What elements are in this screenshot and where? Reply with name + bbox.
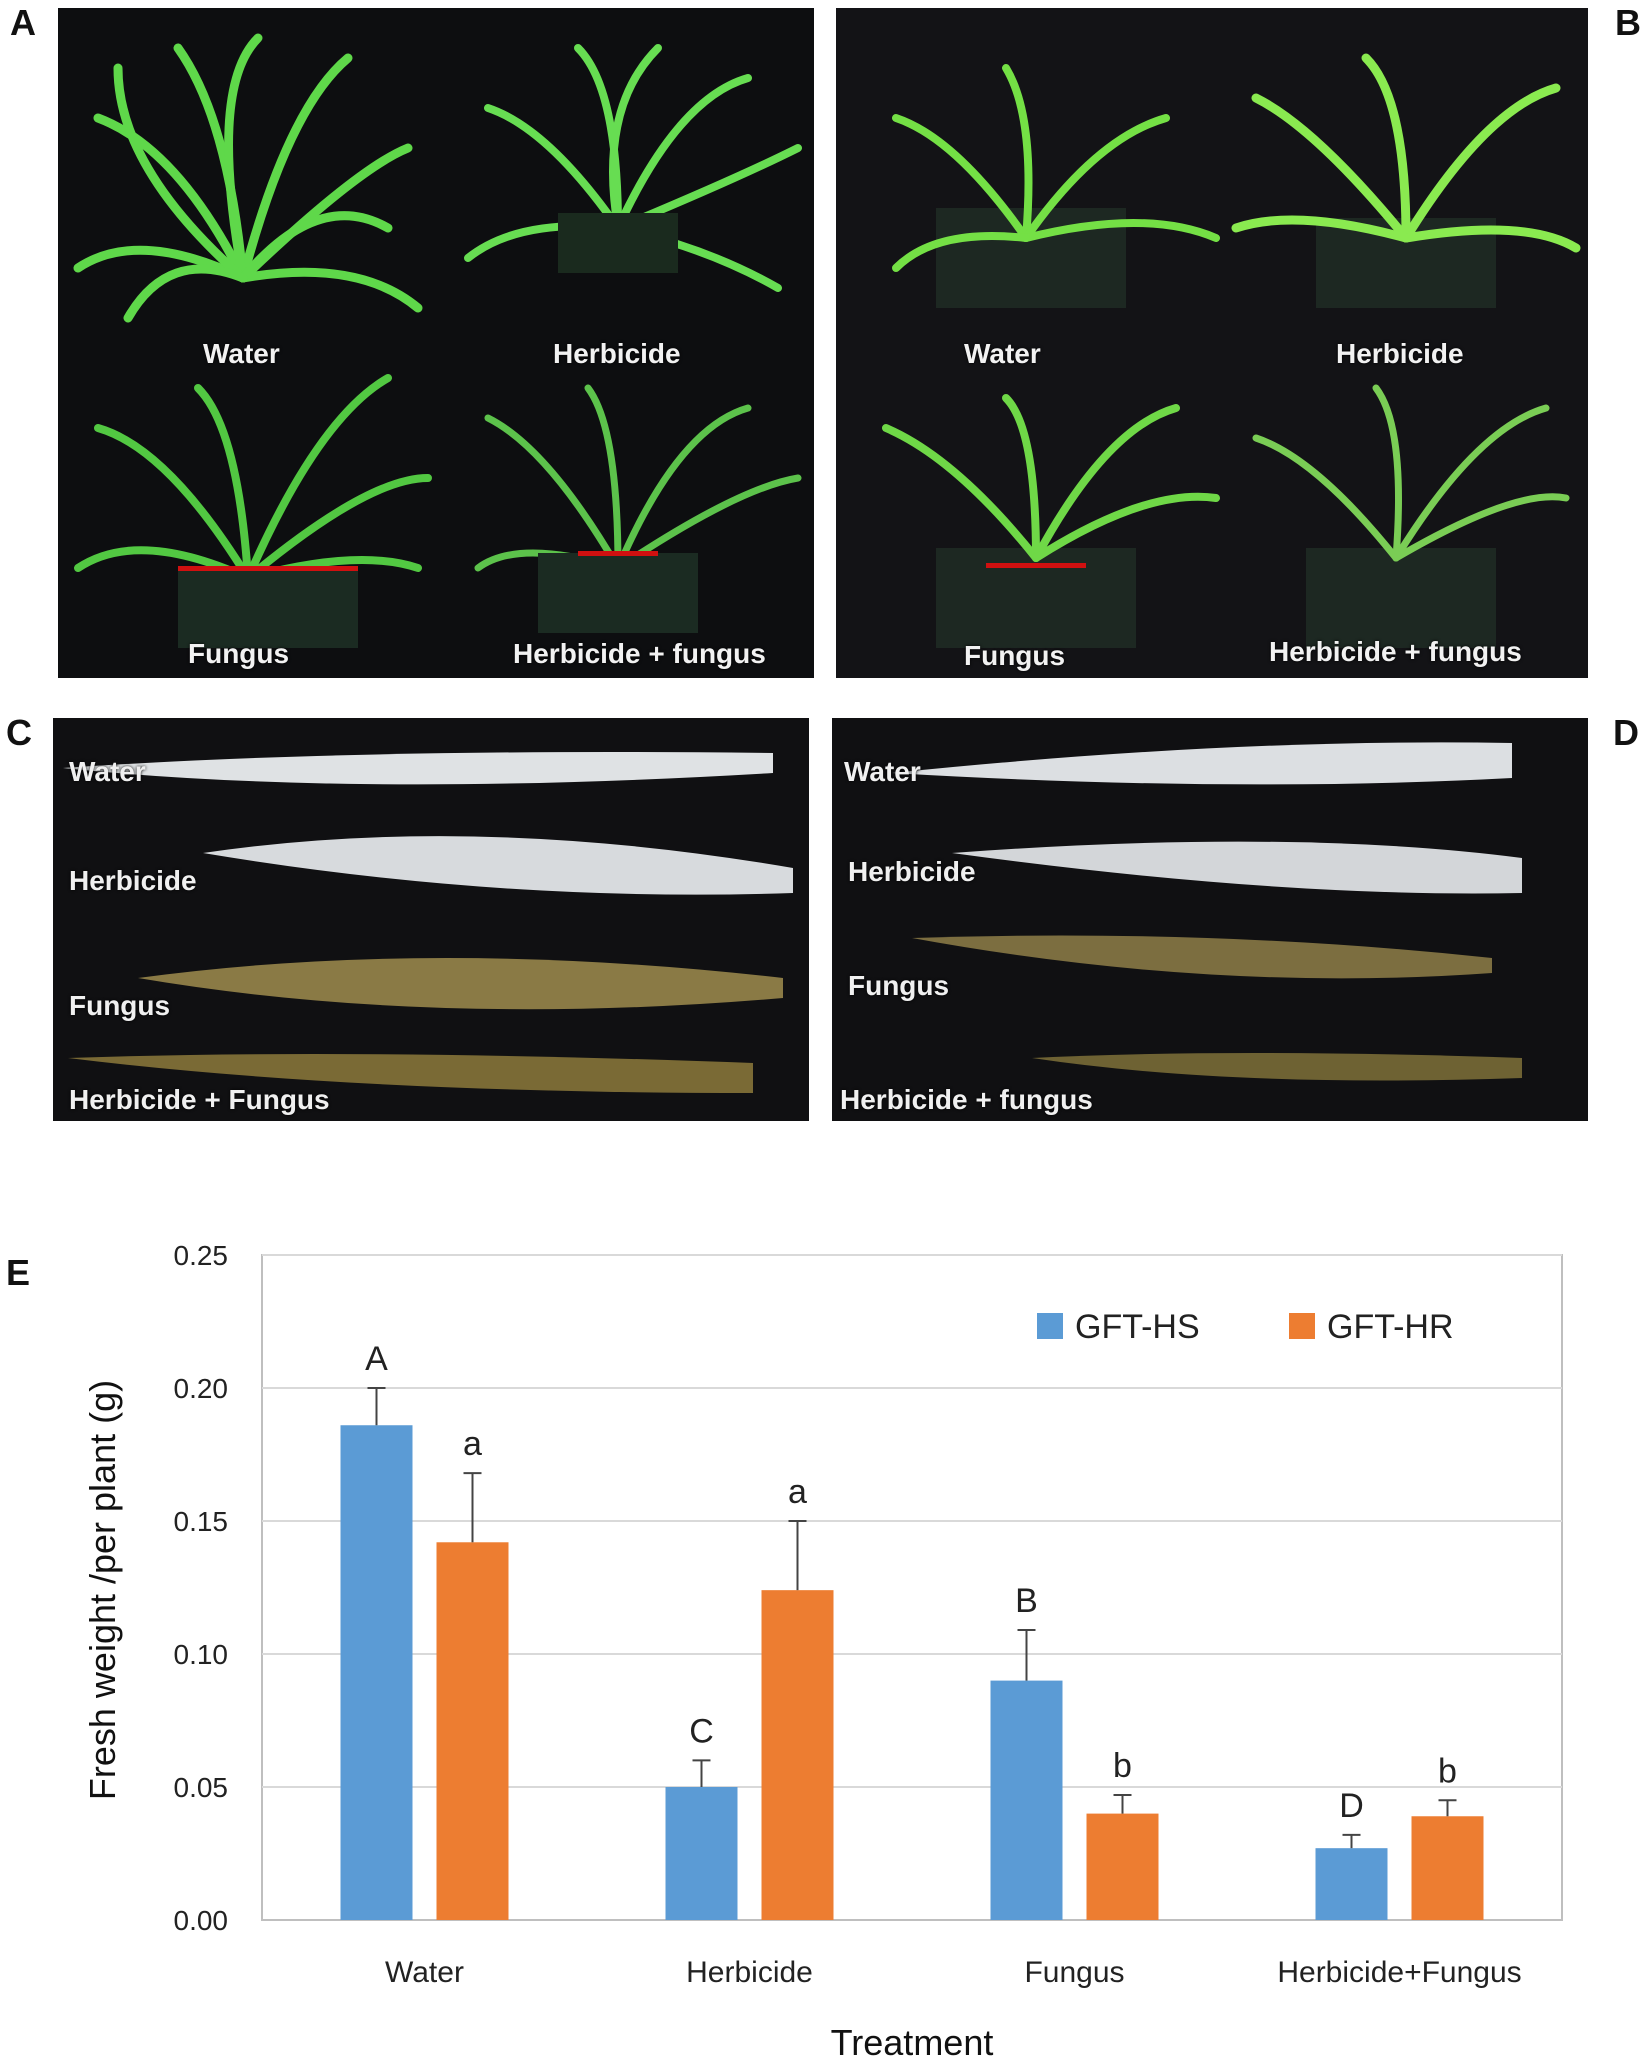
bar-gft-hs-3	[1315, 1848, 1388, 1920]
x-tick-label: Water	[385, 1956, 464, 1989]
bar-gft-hr-0	[436, 1542, 509, 1920]
bar-chart: 0.00 0.05 0.10 0.15 0.20 0.25 Aa Ca Bb Db Water H…	[82, 1240, 1563, 2063]
panel-letter-e: E	[6, 1252, 31, 1293]
leaf-water-c	[63, 752, 773, 785]
panel-letter-d: D	[1613, 712, 1639, 753]
leaf-photo-d-image	[832, 718, 1588, 1121]
legend-label-gft-hr: GFT-HR	[1327, 1308, 1454, 1346]
x-tick-label: Fungus	[1024, 1956, 1124, 1989]
significance-letter: A	[365, 1340, 388, 1378]
plant-fungus-a	[74, 374, 432, 582]
plant-photo-a-image	[58, 8, 814, 678]
significance-letter: a	[788, 1473, 807, 1511]
x-tick-label: Herbicide	[686, 1956, 813, 1989]
significance-letter: a	[463, 1425, 482, 1463]
plant-water-a	[73, 33, 423, 323]
y-tick-label: 0.05	[174, 1772, 229, 1803]
significance-letter: b	[1438, 1752, 1457, 1790]
photo-panel-b: Water Herbicide Fungus Herbicide + fungu…	[836, 8, 1588, 678]
leaf-label: Herbicide + fungus	[840, 1084, 1093, 1115]
photo-panel-a: Water Herbicide Fungus Herbicide + fungu…	[58, 8, 814, 678]
y-axis-title: Fresh weight /per plant (g)	[82, 1380, 123, 1800]
photo-panel-c: Water Herbicide Fungus Herbicide + Fungu…	[53, 718, 809, 1121]
leaf-fungus-c	[138, 958, 783, 1010]
photo-label: Herbicide + fungus	[1269, 636, 1522, 667]
panel-letter-b: B	[1615, 2, 1641, 43]
leaf-label: Water	[844, 756, 921, 787]
panel-letter-c: C	[6, 712, 32, 753]
y-tick-label: 0.25	[174, 1240, 229, 1271]
photo-panel-d: Water Herbicide Fungus Herbicide + fungu…	[832, 718, 1588, 1121]
leaf-label: Herbicide	[69, 865, 197, 896]
y-tick-label: 0.00	[174, 1905, 229, 1936]
y-tick-labels: 0.00 0.05 0.10 0.15 0.20 0.25	[174, 1240, 229, 1936]
significance-letter: B	[1015, 1582, 1038, 1620]
photo-label: Water	[964, 338, 1041, 369]
bar-gft-hs-2	[990, 1680, 1063, 1920]
leaf-herbicide-fungus-c	[68, 1054, 753, 1093]
leaf-herbicide-d	[952, 841, 1522, 894]
leaf-water-d	[892, 742, 1512, 785]
leaf-herbicide-c	[203, 836, 793, 895]
leaf-fungus-d	[912, 935, 1492, 979]
leaf-label: Herbicide	[848, 856, 976, 887]
plant-herbicide-fungus-b	[1252, 384, 1570, 562]
legend-label-gft-hs: GFT-HS	[1075, 1308, 1200, 1346]
photo-label: Herbicide + fungus	[513, 638, 766, 669]
photo-label: Water	[203, 338, 280, 369]
y-tick-label: 0.20	[174, 1373, 229, 1404]
leaf-photo-c-image	[53, 718, 809, 1121]
y-tick-label: 0.10	[174, 1639, 229, 1670]
bar-gft-hr-1	[761, 1590, 834, 1920]
bars: Aa Ca Bb Db	[340, 1340, 1484, 1920]
leaf-label: Water	[69, 756, 146, 787]
leaf-label: Fungus	[848, 970, 950, 1001]
bar-gft-hr-2	[1086, 1813, 1159, 1920]
bar-gft-hr-3	[1411, 1816, 1484, 1920]
plant-herbicide-b	[1231, 53, 1581, 253]
photo-label: Herbicide	[1336, 338, 1464, 369]
plant-water-b	[892, 64, 1220, 272]
plant-herbicide-fungus-a	[474, 384, 802, 572]
x-tick-label: Herbicide+Fungus	[1277, 1956, 1521, 1989]
photo-label: Herbicide	[553, 338, 681, 369]
significance-letter: b	[1113, 1747, 1132, 1785]
legend-swatch-gft-hr	[1289, 1313, 1315, 1339]
y-tick-label: 0.15	[174, 1506, 229, 1537]
bar-gft-hs-1	[665, 1787, 738, 1920]
legend-swatch-gft-hs	[1037, 1313, 1063, 1339]
bar-gft-hs-0	[340, 1425, 413, 1920]
x-tick-labels: Water Herbicide Fungus Herbicide+Fungus	[385, 1956, 1522, 1989]
x-axis-title: Treatment	[831, 2022, 994, 2063]
significance-letter: C	[689, 1712, 714, 1750]
leaf-label: Fungus	[69, 990, 171, 1021]
leaf-herbicide-fungus-d	[1032, 1053, 1522, 1081]
panel-letter-a: A	[10, 2, 36, 43]
legend: GFT-HS GFT-HR	[1037, 1308, 1454, 1346]
plant-fungus-b	[882, 394, 1220, 562]
photo-label: Fungus	[964, 640, 1066, 671]
photo-label: Fungus	[188, 638, 290, 669]
leaf-label: Herbicide + Fungus	[69, 1084, 330, 1115]
significance-letter: D	[1339, 1787, 1364, 1825]
plant-photo-b-image	[836, 8, 1588, 678]
